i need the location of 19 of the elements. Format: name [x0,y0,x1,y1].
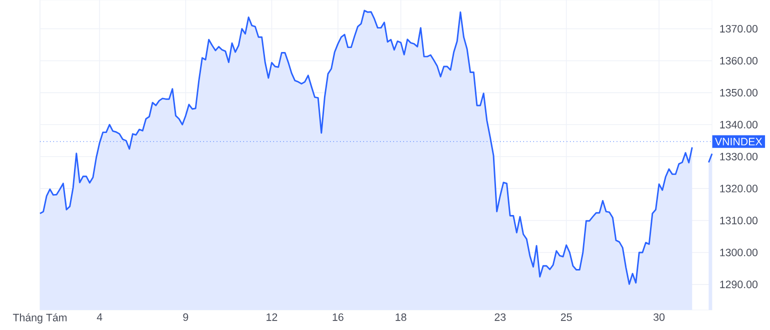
x-tick-label: 16 [332,313,344,321]
y-tick-label: 1290.00 [720,280,758,288]
x-tick-label: 30 [654,313,665,321]
y-tick-label: 1300.00 [720,248,758,256]
y-tick-label: 1320.00 [720,184,758,192]
x-tick-label: 12 [266,313,278,321]
y-tick-label: 1350.00 [720,88,758,96]
x-tick-label: 25 [560,313,572,321]
x-tick-label: Tháng Tám [12,313,67,324]
x-tick-label: 9 [183,313,188,321]
x-tick-label: 4 [96,313,102,321]
x-tick-label: 23 [494,313,506,321]
x-tick-label: 18 [396,313,406,321]
y-tick-label: 1310.00 [720,216,758,224]
y-tick-label: 1360.00 [720,56,758,65]
y-tick-label: 1330.00 [720,152,758,160]
y-tick-label: 1370.00 [720,25,758,33]
y-tick-label: 1340.00 [720,120,758,128]
ref-line-label: VNINDEX [714,138,762,146]
